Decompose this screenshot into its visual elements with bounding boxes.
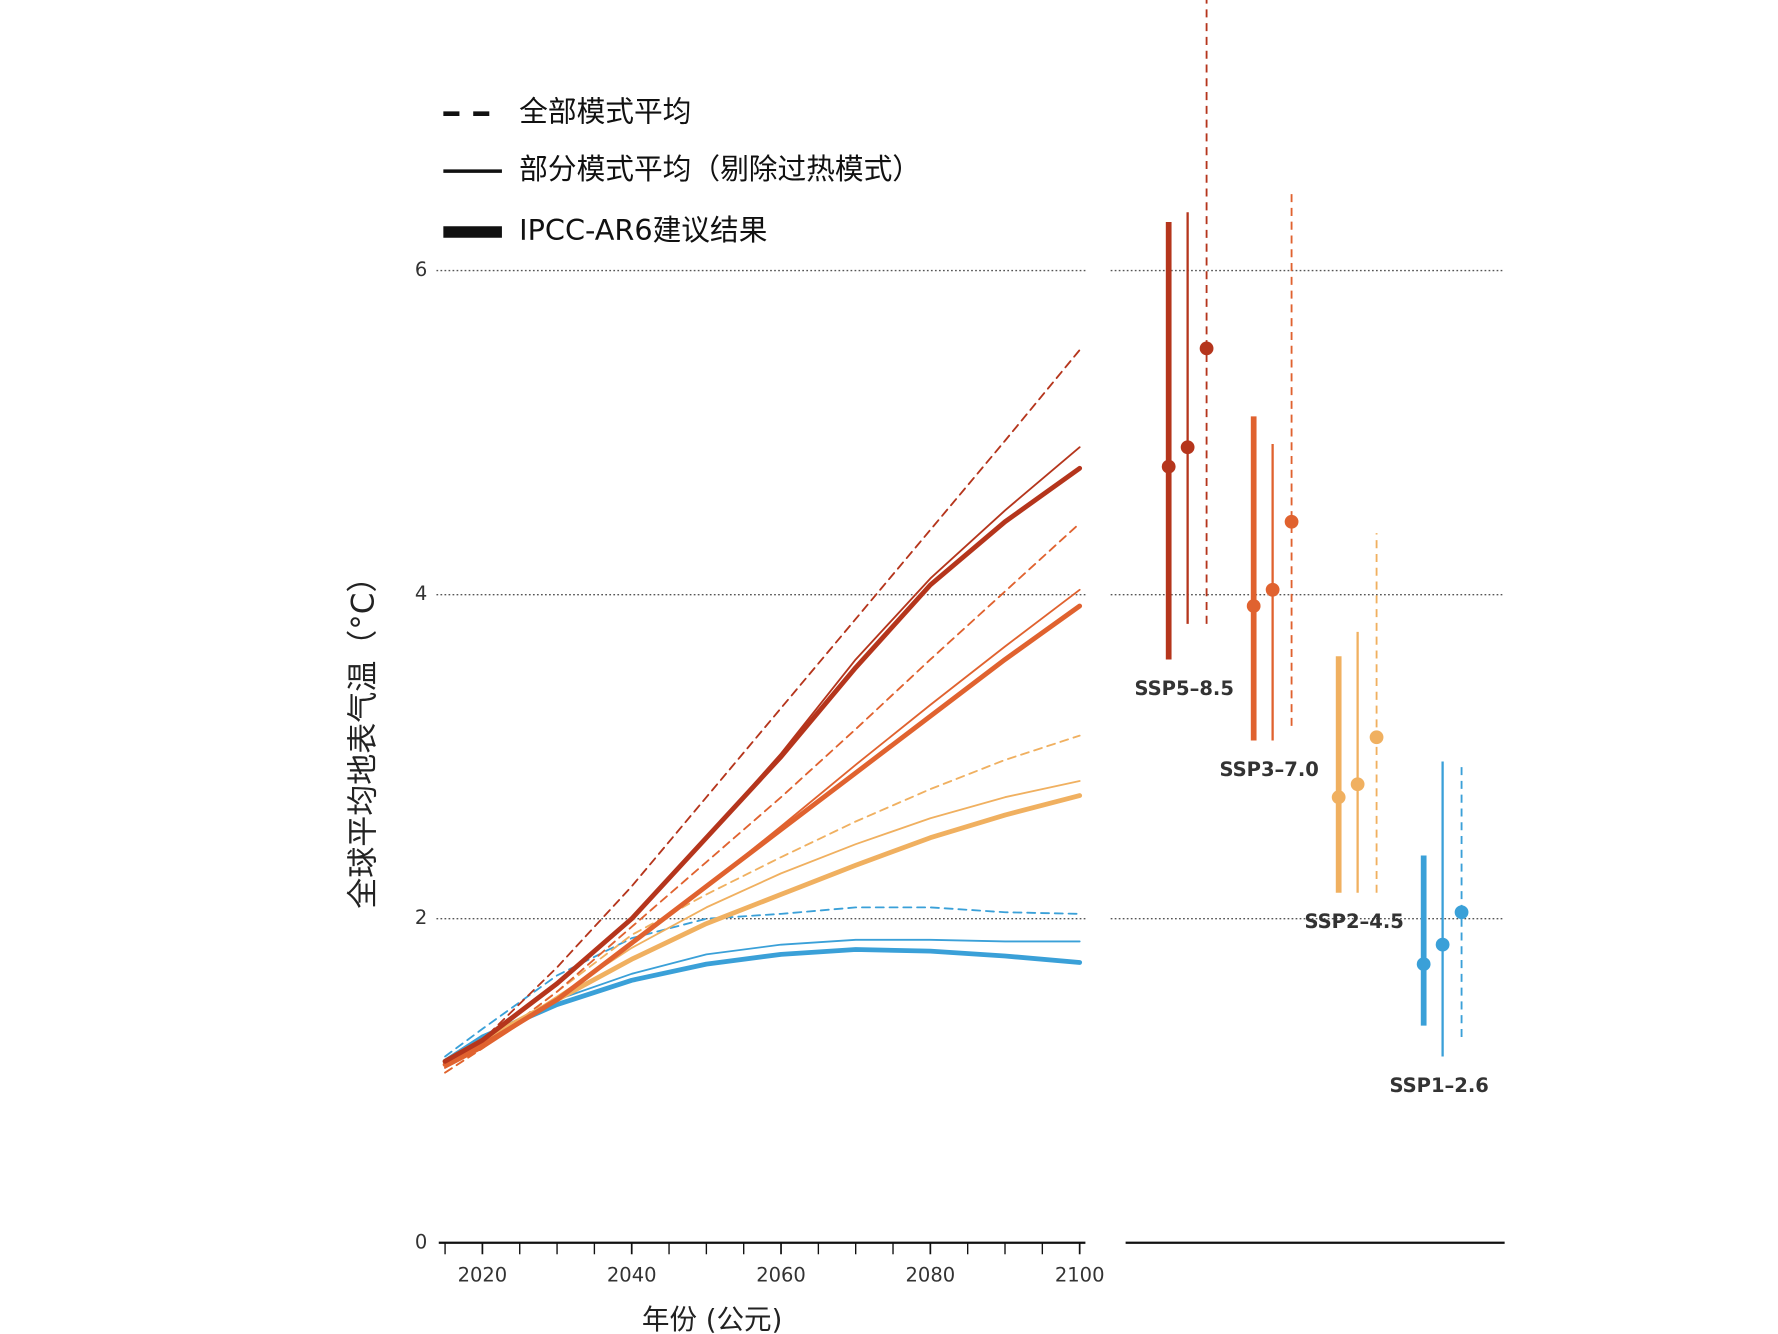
scenario-label: SSP3–7.0	[1219, 758, 1318, 781]
scenario-label: SSP1–2.6	[1389, 1074, 1488, 1097]
range-point	[1350, 777, 1365, 792]
legend-label: 部分模式平均（剔除过热模式）	[519, 152, 921, 186]
series-line	[442, 793, 1083, 1064]
y-tick-label: 2	[415, 906, 427, 929]
range-point	[1161, 459, 1176, 474]
series-line	[444, 349, 1081, 1069]
series-line	[444, 522, 1081, 1074]
legend-label: 全部模式平均	[519, 95, 691, 129]
y-tick-label: 0	[415, 1230, 427, 1253]
range-point	[1416, 957, 1431, 971]
range-point	[1180, 440, 1195, 455]
x-tick-label: 2100	[1055, 1264, 1105, 1287]
y-axis-label: 全球平均地表气温（°C）	[346, 562, 382, 909]
range-point	[1284, 514, 1299, 529]
scenario-label: SSP5–8.5	[1134, 677, 1233, 700]
x-axis-label: 年份 (公元)	[642, 1304, 782, 1334]
x-tick-label: 2040	[607, 1264, 657, 1287]
series-line	[444, 906, 1081, 1058]
range-point	[1331, 790, 1346, 805]
series-line	[442, 465, 1083, 1064]
range-point	[1454, 905, 1469, 920]
x-tick-label: 2020	[458, 1264, 508, 1287]
range-point	[1199, 341, 1214, 356]
range-point	[1246, 599, 1261, 613]
range-point	[1265, 582, 1280, 597]
series-line	[442, 603, 1083, 1067]
x-tick-label: 2060	[756, 1264, 806, 1287]
legend-label: IPCC-AR6建议结果	[519, 213, 767, 247]
scenario-label: SSP2–4.5	[1304, 910, 1403, 933]
range-point	[1435, 937, 1450, 952]
x-tick-label: 2080	[906, 1264, 956, 1287]
y-tick-label: 4	[415, 582, 427, 605]
y-tick-label: 6	[415, 258, 427, 281]
range-point	[1369, 730, 1384, 745]
